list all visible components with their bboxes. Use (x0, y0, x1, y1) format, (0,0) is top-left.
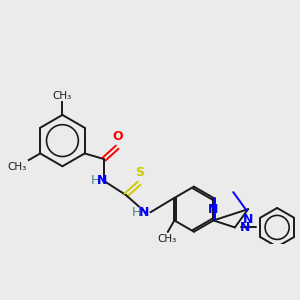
Text: CH₃: CH₃ (8, 162, 27, 172)
Text: N: N (97, 175, 108, 188)
Text: H: H (91, 175, 100, 188)
Text: N: N (243, 213, 253, 226)
Text: O: O (112, 130, 123, 143)
Text: N: N (240, 221, 250, 234)
Text: N: N (139, 206, 149, 219)
Text: H: H (132, 206, 141, 219)
Text: CH₃: CH₃ (157, 234, 176, 244)
Text: S: S (135, 167, 144, 179)
Text: CH₃: CH₃ (53, 91, 72, 100)
Text: N: N (208, 203, 219, 216)
